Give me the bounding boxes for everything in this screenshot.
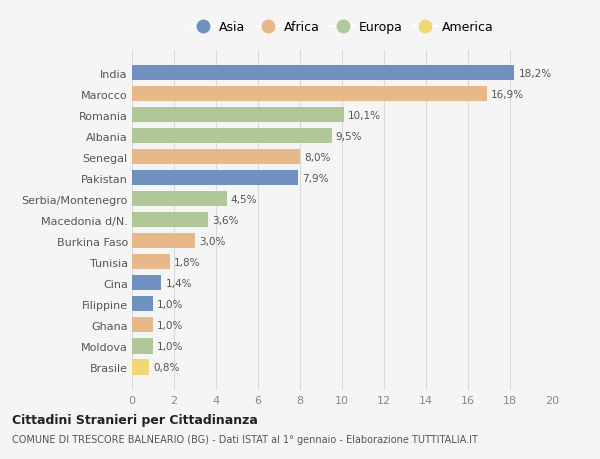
Text: 1,0%: 1,0% bbox=[157, 299, 184, 309]
Bar bbox=[132, 150, 300, 165]
Text: 1,0%: 1,0% bbox=[157, 341, 184, 351]
Bar bbox=[132, 66, 514, 81]
Text: 1,0%: 1,0% bbox=[157, 320, 184, 330]
Bar bbox=[132, 318, 153, 333]
Text: 18,2%: 18,2% bbox=[518, 68, 551, 78]
Text: 3,0%: 3,0% bbox=[199, 236, 226, 246]
Text: 8,0%: 8,0% bbox=[304, 152, 331, 162]
Bar bbox=[132, 171, 298, 186]
Text: 3,6%: 3,6% bbox=[212, 215, 238, 225]
Bar bbox=[132, 129, 331, 144]
Text: 1,4%: 1,4% bbox=[166, 278, 192, 288]
Text: 9,5%: 9,5% bbox=[336, 131, 362, 141]
Bar bbox=[132, 359, 149, 375]
Text: 1,8%: 1,8% bbox=[174, 257, 200, 267]
Bar bbox=[132, 339, 153, 354]
Bar bbox=[132, 108, 344, 123]
Bar bbox=[132, 276, 161, 291]
Legend: Asia, Africa, Europa, America: Asia, Africa, Europa, America bbox=[185, 16, 499, 39]
Text: Cittadini Stranieri per Cittadinanza: Cittadini Stranieri per Cittadinanza bbox=[12, 413, 258, 426]
Bar bbox=[132, 297, 153, 312]
Text: 10,1%: 10,1% bbox=[348, 111, 382, 120]
Bar bbox=[132, 255, 170, 270]
Bar bbox=[132, 213, 208, 228]
Text: 7,9%: 7,9% bbox=[302, 174, 329, 183]
Bar bbox=[132, 192, 227, 207]
Bar bbox=[132, 87, 487, 102]
Text: 4,5%: 4,5% bbox=[230, 194, 257, 204]
Bar bbox=[132, 234, 195, 249]
Text: 16,9%: 16,9% bbox=[491, 90, 524, 100]
Text: COMUNE DI TRESCORE BALNEARIO (BG) - Dati ISTAT al 1° gennaio - Elaborazione TUTT: COMUNE DI TRESCORE BALNEARIO (BG) - Dati… bbox=[12, 434, 478, 444]
Text: 0,8%: 0,8% bbox=[153, 362, 179, 372]
